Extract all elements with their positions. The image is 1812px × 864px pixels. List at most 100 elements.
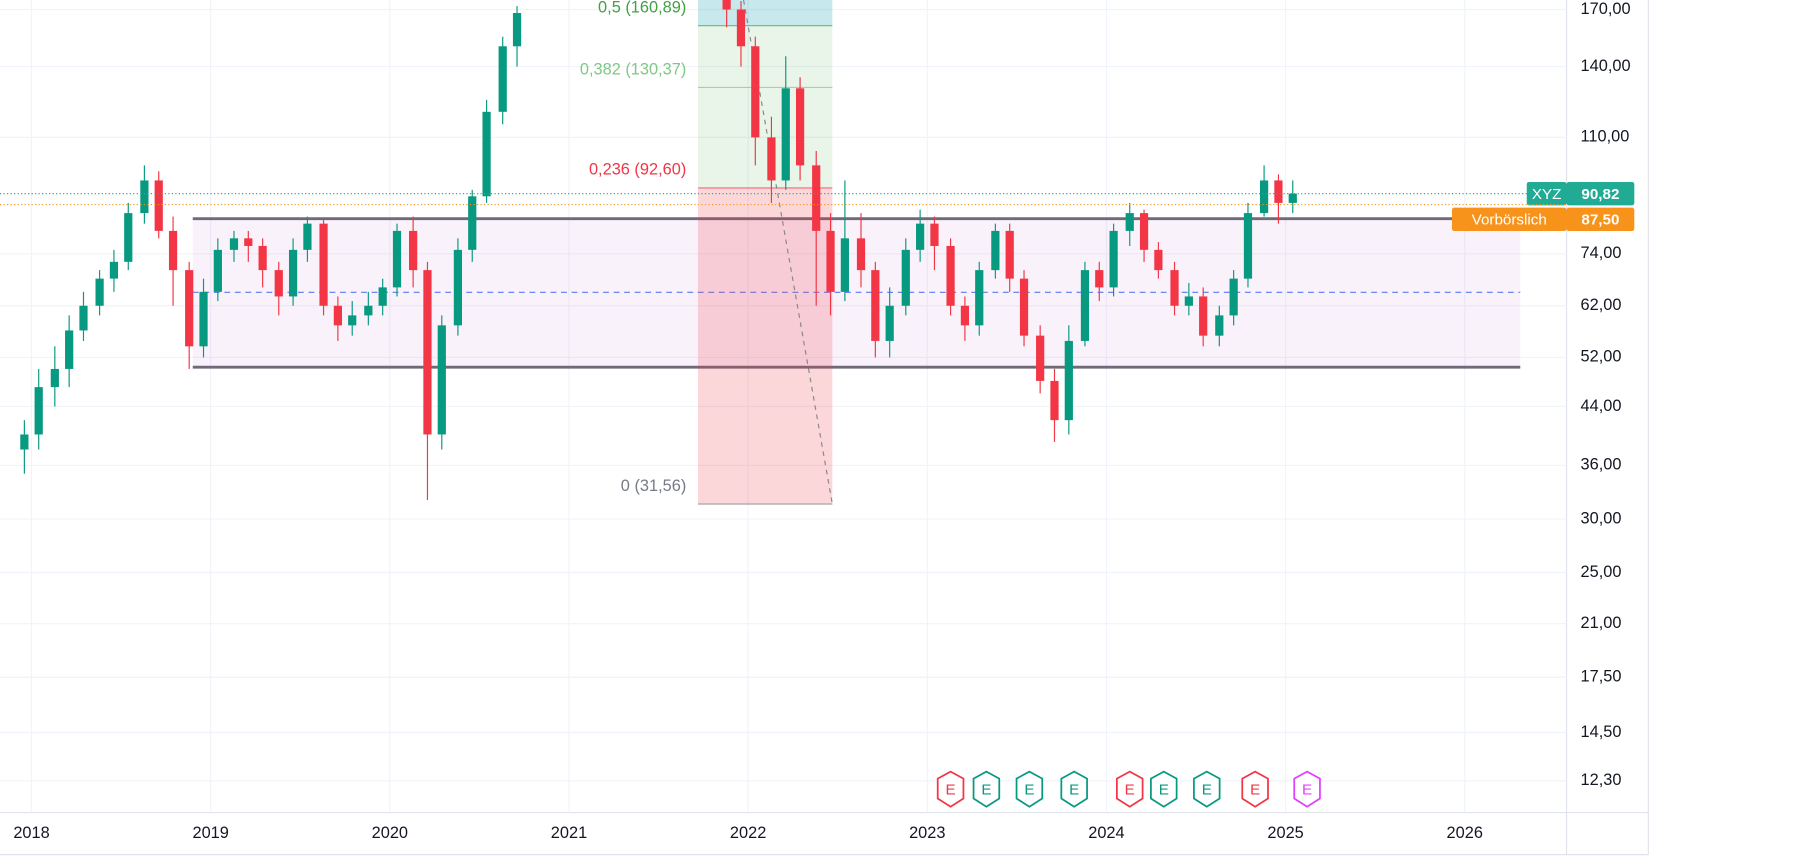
candle-body [258,245,267,271]
fib-zone [697,87,833,188]
earnings-label: E [1302,781,1312,798]
candle-body [140,180,149,214]
candle-body [795,88,805,166]
candle-body [1064,340,1073,421]
fib-zone [697,0,833,26]
y-tick-label: 21,00 [1581,614,1622,632]
candle-body [95,278,104,306]
candle-body [1139,213,1149,250]
candle-body [1215,315,1224,336]
earnings-marker [1241,770,1269,808]
x-tick-label: 2022 [730,824,766,842]
earnings-label: E [1250,781,1260,798]
candle-body [512,12,522,47]
candle-body [437,325,446,435]
x-tick-label: 2024 [1088,824,1124,842]
price-badge [1566,207,1635,232]
candle-body [333,305,342,326]
fib-zone [697,25,833,88]
y-tick-label: 12,30 [1581,771,1622,789]
candle-body [1170,270,1179,306]
price-badge-name-text: XYZ [1532,186,1562,203]
candle-body [736,9,746,47]
candle-body [364,305,373,316]
candle-body [1109,230,1118,288]
candle-body [960,305,970,326]
candle-body [1199,296,1208,336]
price-badge-name-text: Vorbörslich [1472,212,1547,229]
candle-body [916,223,925,250]
x-tick-label: 2021 [551,824,587,842]
candle-body [50,368,59,388]
x-tick-label: 2018 [13,824,49,842]
earnings-marker [1060,770,1088,808]
price-badge-text: 87,50 [1581,212,1619,229]
earnings-label: E [946,781,956,798]
candle-body [199,291,208,347]
candle-body [319,223,328,306]
price-badge-name [1526,181,1567,206]
y-tick-label: 14,50 [1581,723,1622,741]
price-badge-text: 90,82 [1581,186,1619,203]
candle-body [1229,278,1238,316]
candle-body [767,137,776,181]
x-tick-label: 2023 [909,824,945,842]
y-tick-label: 110,00 [1581,128,1630,146]
candle-body [409,230,418,271]
y-tick-label: 30,00 [1581,509,1622,527]
candle-body [885,305,894,341]
candle-body [781,88,790,181]
candle-body [79,305,88,331]
y-tick-label: 62,00 [1581,296,1622,314]
earnings-marker [936,770,965,808]
candle-body [498,46,507,112]
candle-body [751,46,760,138]
candle-body [1288,193,1297,203]
candle-body [453,249,463,326]
candle-body [856,238,866,271]
candle-body [154,180,163,231]
candle-body [423,270,432,435]
candle-body [1080,270,1090,341]
candle-body [185,270,194,347]
candle-body [871,270,880,341]
candle-body [229,238,239,250]
y-tick-label: 140,00 [1581,57,1631,75]
candle-body [124,213,133,262]
candle-body [1125,213,1134,231]
earnings-label: E [1202,781,1212,798]
earnings-label: E [1125,781,1135,798]
candle-body [840,238,849,292]
earnings-marker [1150,770,1178,808]
candle-body [1095,270,1104,288]
candle-body [946,245,955,306]
range-box [192,218,1521,368]
candle-body [303,223,312,250]
candle-body [34,387,43,435]
candle-body [244,238,253,246]
candle-body [65,330,74,369]
candle-body [1050,380,1059,421]
candle-body [20,434,29,450]
y-tick-label: 44,00 [1581,397,1622,415]
earnings-marker [1015,770,1044,808]
candle-body [826,230,835,292]
candle-body [901,249,910,306]
y-tick-label: 25,00 [1581,563,1622,581]
price-badge-name [1451,207,1567,232]
candle-body [1259,180,1269,214]
earnings-label: E [981,781,991,798]
fib-label: 0 (31,56) [621,477,686,495]
x-tick-label: 2025 [1267,824,1303,842]
fib-zone [697,187,833,505]
y-tick-label: 52,00 [1581,348,1622,366]
candle-body [274,270,283,297]
candle-body [991,230,1000,271]
x-tick-label: 2020 [372,824,408,842]
candle-body [1036,335,1045,381]
y-tick-label: 17,50 [1581,668,1622,686]
candle-body [348,315,357,326]
y-tick-label: 170,00 [1581,0,1631,18]
